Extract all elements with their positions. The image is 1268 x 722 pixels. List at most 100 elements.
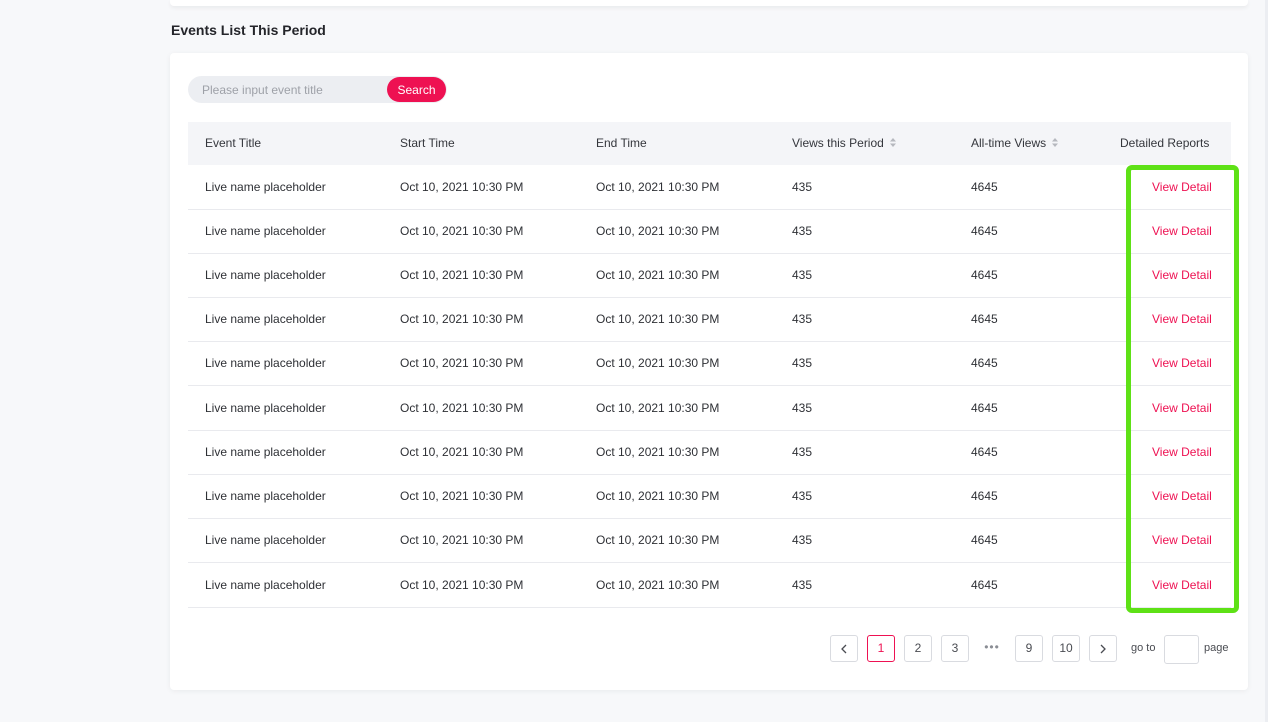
table-row: Live name placeholder Oct 10, 2021 10:30… — [188, 519, 1231, 563]
page-button-2[interactable]: 2 — [904, 635, 932, 662]
start-time-cell: Oct 10, 2021 10:30 PM — [400, 180, 524, 194]
table-row: Live name placeholder Oct 10, 2021 10:30… — [188, 342, 1231, 386]
prev-page-button[interactable] — [830, 635, 858, 662]
column-header-label: Start Time — [400, 136, 455, 150]
search-input[interactable] — [188, 76, 384, 103]
sort-icon[interactable] — [889, 138, 896, 148]
page-label: page — [1204, 642, 1229, 654]
views-alltime-cell: 4645 — [971, 401, 998, 415]
table-row: Live name placeholder Oct 10, 2021 10:30… — [188, 298, 1231, 342]
views-alltime-cell: 4645 — [971, 489, 998, 503]
views-alltime-cell: 4645 — [971, 533, 998, 547]
sort-icon[interactable] — [1052, 138, 1059, 148]
goto-page-input[interactable] — [1164, 635, 1199, 664]
views-period-cell: 435 — [792, 312, 813, 326]
table-row: Live name placeholder Oct 10, 2021 10:30… — [188, 254, 1231, 298]
view-detail-link[interactable]: View Detail — [1152, 489, 1212, 503]
event-title-cell: Live name placeholder — [205, 445, 326, 459]
view-detail-link[interactable]: View Detail — [1152, 312, 1212, 326]
table-row: Live name placeholder Oct 10, 2021 10:30… — [188, 431, 1231, 475]
pagination-ellipsis[interactable]: ••• — [984, 640, 1000, 654]
view-detail-link[interactable]: View Detail — [1152, 578, 1212, 592]
column-header-label: All-time Views — [971, 136, 1047, 150]
table-row: Live name placeholder Oct 10, 2021 10:30… — [188, 564, 1231, 608]
chevron-left-icon — [841, 644, 847, 654]
page-button-1[interactable]: 1 — [867, 635, 895, 662]
scrollbar-track — [1265, 0, 1268, 722]
end-time-cell: Oct 10, 2021 10:30 PM — [596, 224, 720, 238]
start-time-cell: Oct 10, 2021 10:30 PM — [400, 356, 524, 370]
views-period-cell: 435 — [792, 180, 813, 194]
column-header-label: End Time — [596, 136, 647, 150]
start-time-cell: Oct 10, 2021 10:30 PM — [400, 489, 524, 503]
view-detail-link[interactable]: View Detail — [1152, 445, 1212, 459]
column-header-label: Views this Period — [792, 136, 884, 150]
views-period-cell: 435 — [792, 578, 813, 592]
table-row: Live name placeholder Oct 10, 2021 10:30… — [188, 475, 1231, 519]
start-time-cell: Oct 10, 2021 10:30 PM — [400, 445, 524, 459]
event-title-cell: Live name placeholder — [205, 578, 326, 592]
views-alltime-cell: 4645 — [971, 356, 998, 370]
view-detail-link[interactable]: View Detail — [1152, 356, 1212, 370]
view-detail-link[interactable]: View Detail — [1152, 533, 1212, 547]
event-title-cell: Live name placeholder — [205, 180, 326, 194]
start-time-cell: Oct 10, 2021 10:30 PM — [400, 312, 524, 326]
search-button[interactable]: Search — [387, 77, 446, 102]
event-title-cell: Live name placeholder — [205, 224, 326, 238]
event-title-cell: Live name placeholder — [205, 489, 326, 503]
column-header-end-time: End Time — [596, 122, 647, 165]
page-button-9[interactable]: 9 — [1015, 635, 1043, 662]
start-time-cell: Oct 10, 2021 10:30 PM — [400, 533, 524, 547]
next-page-button[interactable] — [1089, 635, 1117, 662]
goto-label: go to — [1131, 642, 1156, 654]
views-alltime-cell: 4645 — [971, 180, 998, 194]
column-header-start-time: Start Time — [400, 122, 455, 165]
previous-card-edge — [170, 0, 1248, 6]
event-title-cell: Live name placeholder — [205, 401, 326, 415]
column-header-label: Detailed Reports — [1120, 136, 1210, 150]
views-alltime-cell: 4645 — [971, 268, 998, 282]
start-time-cell: Oct 10, 2021 10:30 PM — [400, 224, 524, 238]
views-period-cell: 435 — [792, 356, 813, 370]
view-detail-link[interactable]: View Detail — [1152, 401, 1212, 415]
page-button-10[interactable]: 10 — [1052, 635, 1080, 662]
end-time-cell: Oct 10, 2021 10:30 PM — [596, 180, 720, 194]
event-title-cell: Live name placeholder — [205, 268, 326, 282]
end-time-cell: Oct 10, 2021 10:30 PM — [596, 578, 720, 592]
views-period-cell: 435 — [792, 401, 813, 415]
page-button-3[interactable]: 3 — [941, 635, 969, 662]
views-period-cell: 435 — [792, 268, 813, 282]
end-time-cell: Oct 10, 2021 10:30 PM — [596, 356, 720, 370]
views-alltime-cell: 4645 — [971, 578, 998, 592]
column-header-views-period[interactable]: Views this Period — [792, 122, 896, 165]
column-header-alltime-views[interactable]: All-time Views — [971, 122, 1059, 165]
views-alltime-cell: 4645 — [971, 312, 998, 326]
event-title-cell: Live name placeholder — [205, 312, 326, 326]
end-time-cell: Oct 10, 2021 10:30 PM — [596, 533, 720, 547]
chevron-right-icon — [1100, 644, 1106, 654]
view-detail-link[interactable]: View Detail — [1152, 180, 1212, 194]
views-period-cell: 435 — [792, 489, 813, 503]
column-header-detailed-reports: Detailed Reports — [1120, 122, 1209, 165]
views-period-cell: 435 — [792, 224, 813, 238]
column-header-label: Event Title — [205, 136, 262, 150]
end-time-cell: Oct 10, 2021 10:30 PM — [596, 489, 720, 503]
end-time-cell: Oct 10, 2021 10:30 PM — [596, 312, 720, 326]
event-title-cell: Live name placeholder — [205, 533, 326, 547]
start-time-cell: Oct 10, 2021 10:30 PM — [400, 268, 524, 282]
start-time-cell: Oct 10, 2021 10:30 PM — [400, 578, 524, 592]
view-detail-link[interactable]: View Detail — [1152, 268, 1212, 282]
start-time-cell: Oct 10, 2021 10:30 PM — [400, 401, 524, 415]
view-detail-link[interactable]: View Detail — [1152, 224, 1212, 238]
table-row: Live name placeholder Oct 10, 2021 10:30… — [188, 166, 1231, 210]
views-alltime-cell: 4645 — [971, 445, 998, 459]
end-time-cell: Oct 10, 2021 10:30 PM — [596, 401, 720, 415]
views-alltime-cell: 4645 — [971, 224, 998, 238]
views-period-cell: 435 — [792, 533, 813, 547]
table-row: Live name placeholder Oct 10, 2021 10:30… — [188, 387, 1231, 431]
search-bar: Search — [188, 76, 447, 103]
views-period-cell: 435 — [792, 445, 813, 459]
event-title-cell: Live name placeholder — [205, 356, 326, 370]
end-time-cell: Oct 10, 2021 10:30 PM — [596, 268, 720, 282]
section-title: Events List This Period — [171, 22, 326, 38]
